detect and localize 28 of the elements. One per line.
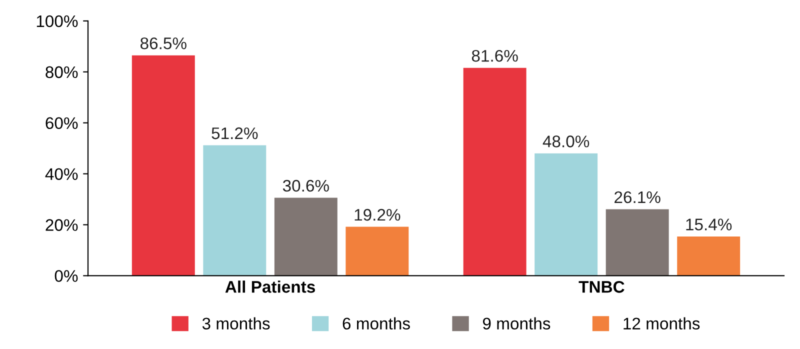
legend-label: 9 months [482,317,550,330]
data-label: 81.6% [472,50,518,62]
y-tick-label: 80% [46,66,78,78]
legend-label: 3 months [202,317,270,330]
bar [606,209,669,276]
data-label: 19.2% [354,208,400,221]
data-label: 15.4% [686,218,732,230]
y-tick-label: 0% [54,270,78,282]
bar [132,55,195,276]
data-label: 26.1% [614,191,660,204]
legend-label: 12 months [624,317,700,330]
data-label: 30.6% [282,180,329,192]
y-tick-label: 100% [36,15,78,28]
data-label: 48.0% [542,136,590,148]
legend-label: 6 months [342,317,410,330]
bar [274,198,338,276]
y-tick-label: 40% [45,168,78,180]
x-tick-label: TNBC [578,281,624,293]
y-tick-label: 20% [46,219,78,231]
bar [463,68,526,276]
bar [677,236,740,276]
data-label: 51.2% [212,127,258,140]
x-tick-label: All Patients [225,280,315,293]
bar [203,145,266,276]
bar [534,153,598,276]
bar [346,226,409,276]
data-label: 86.5% [140,37,186,50]
y-tick-label: 60% [46,117,78,130]
